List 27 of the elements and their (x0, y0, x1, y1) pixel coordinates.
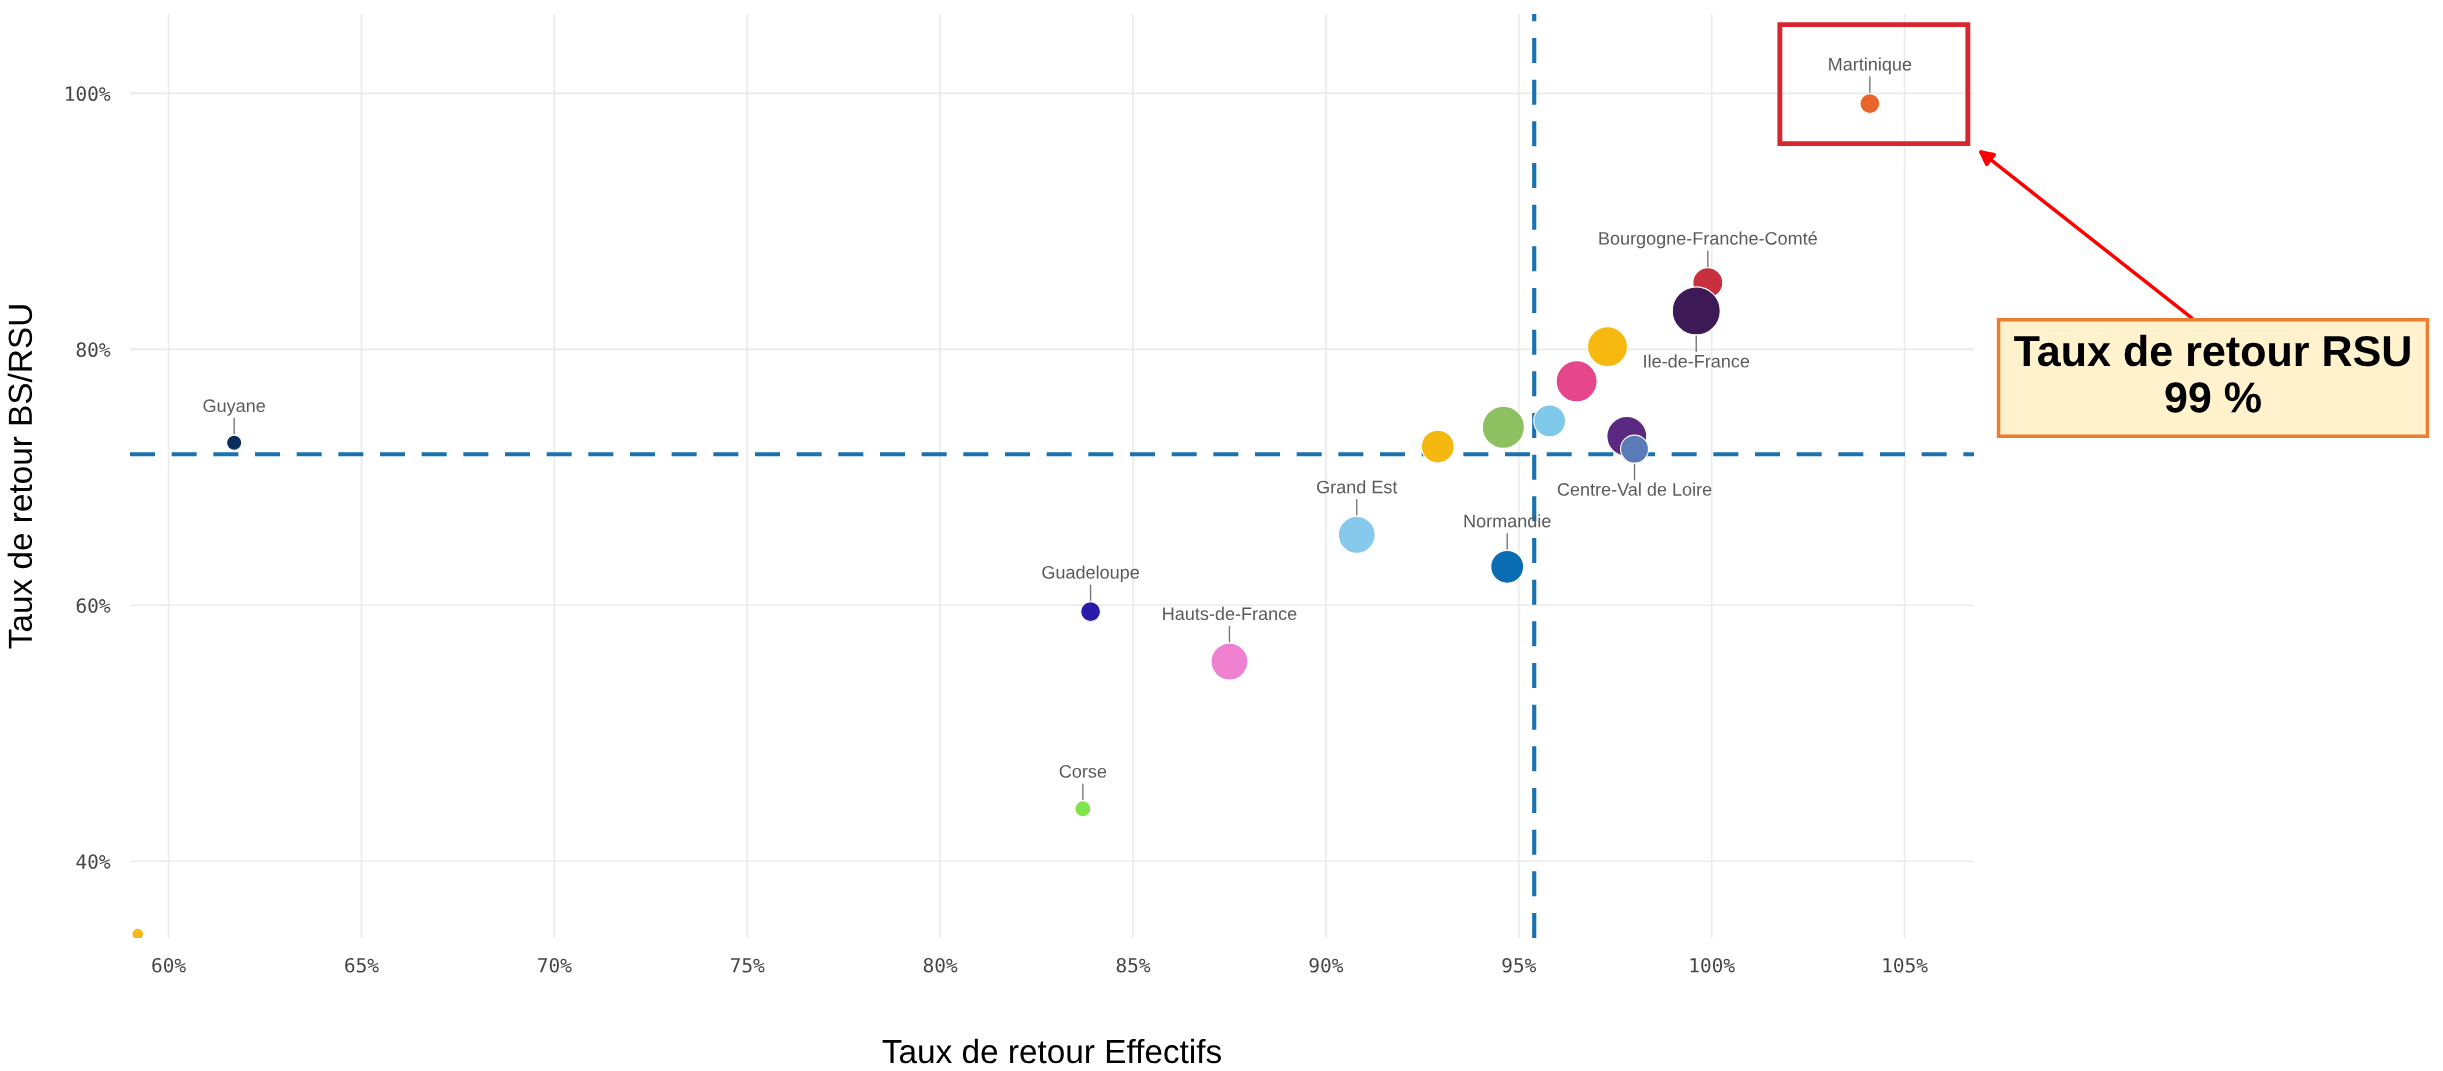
text: Taux de retour RSU 99 % (2014, 334, 2410, 413)
x-tick-label: 60% (152, 957, 186, 973)
y-tick-label: 100% (66, 86, 111, 102)
x-tick-label: 85% (1116, 957, 1151, 973)
annotation: Ile-de-France (1644, 354, 1750, 368)
annotation: Martinique (1829, 57, 1912, 75)
annotation: Guyane (203, 399, 265, 416)
x-tick-label: 65% (345, 957, 379, 973)
x-axis-title: Taux de retour Effectifs (882, 1038, 1221, 1064)
x-tick-label: 105% (1883, 957, 1928, 973)
y-tick-label: 80% (76, 342, 111, 358)
annotation: Bourgogne-Franche-Comté (1599, 231, 1817, 249)
annotation: Grand Est (1317, 480, 1398, 494)
annotation: Normandie (1464, 514, 1551, 528)
annotation: Hauts-de-France (1163, 606, 1297, 621)
annotation: Corse (1059, 764, 1107, 778)
x-tick-label: 90% (1309, 957, 1344, 973)
y-tick-label: 40% (76, 854, 111, 869)
x-tick-label: 95% (1502, 957, 1537, 973)
x-tick-label: 70% (538, 957, 572, 973)
x-tick-label: 80% (923, 957, 958, 973)
annotation: Centre-Val de Loire (1557, 482, 1712, 496)
y-axis-title: Taux de retour BS/RSU (7, 305, 33, 649)
x-tick-label: 100% (1690, 957, 1735, 973)
y-tick-label: 60% (76, 598, 111, 613)
annotation: Guadeloupe (1042, 565, 1139, 583)
x-tick-label: 75% (731, 958, 765, 973)
